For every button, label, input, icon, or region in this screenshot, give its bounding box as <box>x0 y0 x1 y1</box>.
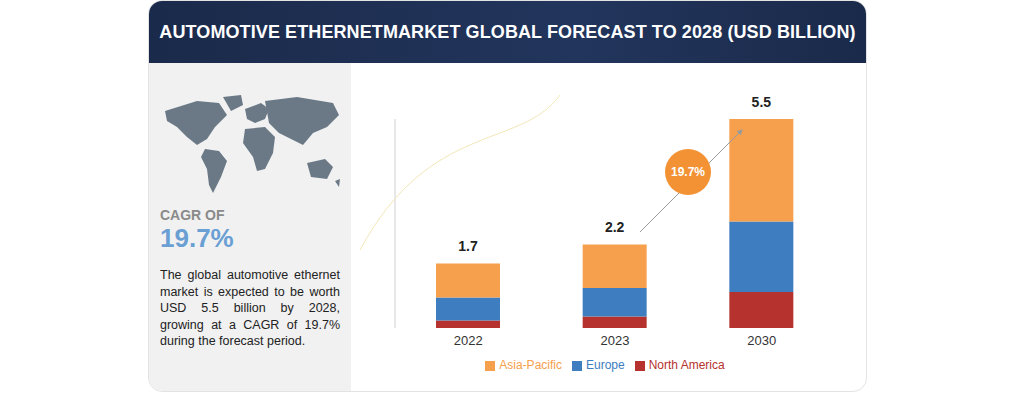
svg-text:2030: 2030 <box>747 333 776 348</box>
html-text:CAGR OF: CAGR OF <box>160 207 225 223</box>
svg-text:2.2: 2.2 <box>605 219 625 235</box>
html-text:19.7%: 19.7% <box>160 223 234 253</box>
html-text:Asia-Pacific: Asia-Pacific <box>499 358 562 372</box>
svg-text:1.7: 1.7 <box>458 238 478 254</box>
svg-text:5.5: 5.5 <box>752 94 772 110</box>
svg-text:2023: 2023 <box>601 333 630 348</box>
html-text:Europe: Europe <box>586 358 625 372</box>
html-text:North America: North America <box>648 358 725 372</box>
html-text:The global automotive ethernet: The global automotive ethernet market is… <box>160 268 340 348</box>
svg-text:19.7%: 19.7% <box>671 165 705 179</box>
svg-text:2022: 2022 <box>454 333 483 348</box>
html-text:AUTOMOTIVE ETHERNETMARKET GLOB: AUTOMOTIVE ETHERNETMARKET GLOBAL FORECAS… <box>159 21 856 42</box>
